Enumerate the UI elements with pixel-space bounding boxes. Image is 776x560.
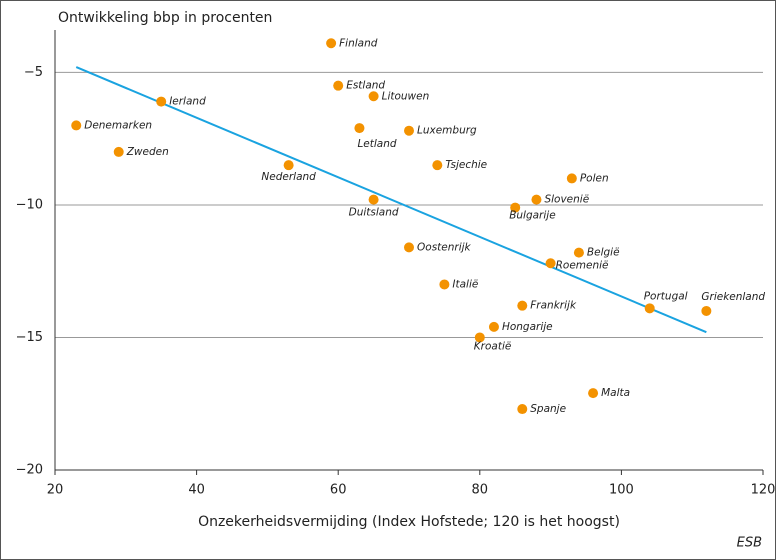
point [326, 38, 337, 49]
source: ESB [737, 536, 762, 551]
y-tick-label: −20 [16, 463, 43, 478]
point-label: Litouwen [382, 90, 430, 102]
point-label: Frankrijk [530, 300, 577, 312]
point [439, 279, 450, 290]
x-tick-label: 40 [188, 483, 205, 498]
point [588, 388, 599, 399]
point-label: Zweden [126, 146, 169, 158]
x-tick-label: 20 [47, 483, 64, 498]
point [156, 96, 167, 107]
point-label: Denemarken [84, 119, 152, 131]
x-axis-label: Onzekerheidsvermijding (Index Hofstede; … [198, 514, 620, 530]
point-label: Ierland [169, 96, 206, 108]
point-label: Griekenland [701, 291, 765, 303]
y-tick-label: −10 [16, 197, 43, 212]
point [354, 123, 365, 134]
point-label: Nederland [261, 171, 316, 183]
point [71, 120, 82, 131]
point [510, 202, 521, 213]
y-tick-label: −5 [24, 65, 43, 80]
point-label: België [587, 247, 620, 259]
point-label: Estland [346, 80, 385, 92]
point [517, 300, 528, 311]
point [432, 160, 443, 171]
point [368, 194, 379, 205]
point [333, 80, 344, 91]
point-label: Letland [357, 138, 396, 150]
point-label: Spanje [530, 403, 566, 415]
point-label: Polen [580, 172, 609, 184]
point-label: Finland [339, 37, 378, 49]
point [566, 173, 577, 184]
x-tick-label: 60 [330, 483, 347, 498]
point-label: Hongarije [502, 321, 553, 333]
point [531, 194, 542, 205]
point [545, 258, 556, 269]
chart-title: Ontwikkeling bbp in procenten [58, 10, 272, 26]
y-tick-label: −15 [16, 330, 43, 345]
point [368, 91, 379, 102]
point-label: Roemenië [556, 259, 609, 271]
point [517, 404, 528, 415]
point [404, 242, 414, 253]
point-label: Malta [601, 387, 630, 399]
point [404, 125, 414, 136]
point-label: Oostenrijk [417, 241, 472, 253]
point-label: Duitsland [349, 207, 399, 219]
x-tick-label: 80 [472, 483, 489, 498]
x-tick-label: 100 [609, 483, 634, 498]
point [644, 303, 655, 314]
point [283, 160, 294, 171]
x-tick-label: 120 [751, 483, 776, 498]
point-label: Kroatië [474, 340, 512, 352]
point [474, 332, 485, 343]
point [113, 146, 124, 157]
point-label: Portugal [644, 290, 688, 302]
point-label: Tsjechie [445, 159, 487, 171]
point [573, 247, 584, 258]
point-label: Bulgarije [509, 210, 556, 222]
point [701, 305, 712, 316]
point-label: Italië [452, 278, 478, 290]
point-label: Luxemburg [417, 125, 477, 137]
point-label: Slovenië [544, 194, 589, 206]
point [488, 321, 499, 332]
trend-line [75, 66, 707, 334]
